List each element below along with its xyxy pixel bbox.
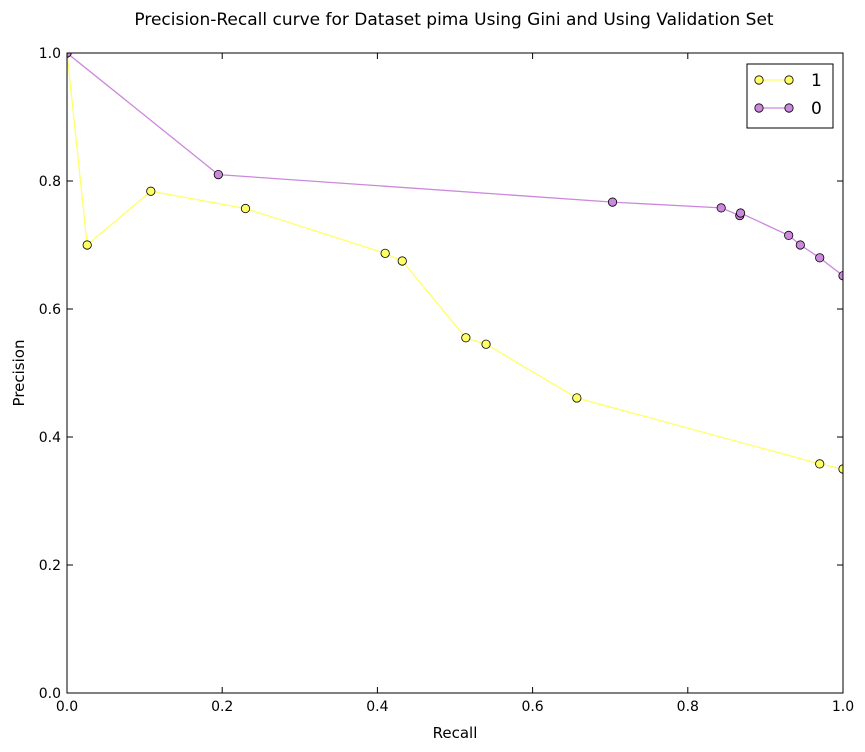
data-point-0 — [815, 253, 825, 263]
chart-title: Precision-Recall curve for Dataset pima … — [134, 10, 774, 30]
series-group — [67, 53, 843, 474]
plot-frame — [66, 52, 844, 694]
y-axis-label: Precision — [10, 340, 28, 407]
y-tick-label: 0.6 — [39, 302, 61, 318]
data-point-1 — [461, 333, 471, 343]
legend: 10 — [746, 63, 834, 129]
x-tick-label: 1.0 — [832, 699, 854, 715]
legend-label-1: 1 — [811, 71, 822, 91]
data-point-1 — [146, 186, 156, 196]
legend-box — [746, 63, 834, 129]
data-point-0 — [67, 53, 72, 58]
legend-marker-1 — [784, 75, 794, 85]
x-tick-label: 0.8 — [677, 699, 699, 715]
legend-marker-0 — [754, 103, 764, 113]
data-point-1 — [572, 393, 582, 403]
legend-marker-1 — [754, 75, 764, 85]
data-point-1 — [481, 339, 491, 349]
data-point-0 — [607, 197, 618, 207]
axis-ticks: 0.0 0.2 0.4 0.6 0.8 1.0 0.0 0.2 0.4 0.6 0.8 1.0 — [39, 46, 854, 715]
x-tick-label: 0.2 — [211, 699, 233, 715]
data-point-0 — [795, 240, 805, 250]
data-point-0 — [213, 170, 223, 180]
x-tick-label: 0.6 — [521, 699, 543, 715]
data-point-1 — [815, 459, 825, 469]
y-tick-label: 0.2 — [39, 558, 61, 574]
y-tick-label: 0.0 — [39, 686, 61, 702]
data-point-1 — [397, 256, 407, 266]
data-point-1 — [380, 248, 390, 258]
y-tick-label: 1.0 — [39, 46, 61, 62]
x-tick-label: 0.4 — [366, 699, 388, 715]
data-point-0 — [735, 208, 746, 218]
series-line-1 — [67, 53, 843, 470]
x-axis-label: Recall — [433, 724, 478, 742]
legend-marker-0 — [784, 103, 794, 113]
legend-label-0: 0 — [811, 99, 822, 119]
x-tick-label: 0.0 — [56, 699, 78, 715]
y-tick-label: 0.4 — [39, 430, 61, 446]
data-point-1 — [240, 203, 251, 214]
data-point-0 — [716, 203, 726, 213]
series-line-0 — [67, 53, 843, 277]
data-point-1 — [82, 240, 92, 250]
data-point-0 — [784, 230, 794, 240]
plot-area — [67, 53, 843, 474]
y-tick-label: 0.8 — [39, 174, 61, 190]
